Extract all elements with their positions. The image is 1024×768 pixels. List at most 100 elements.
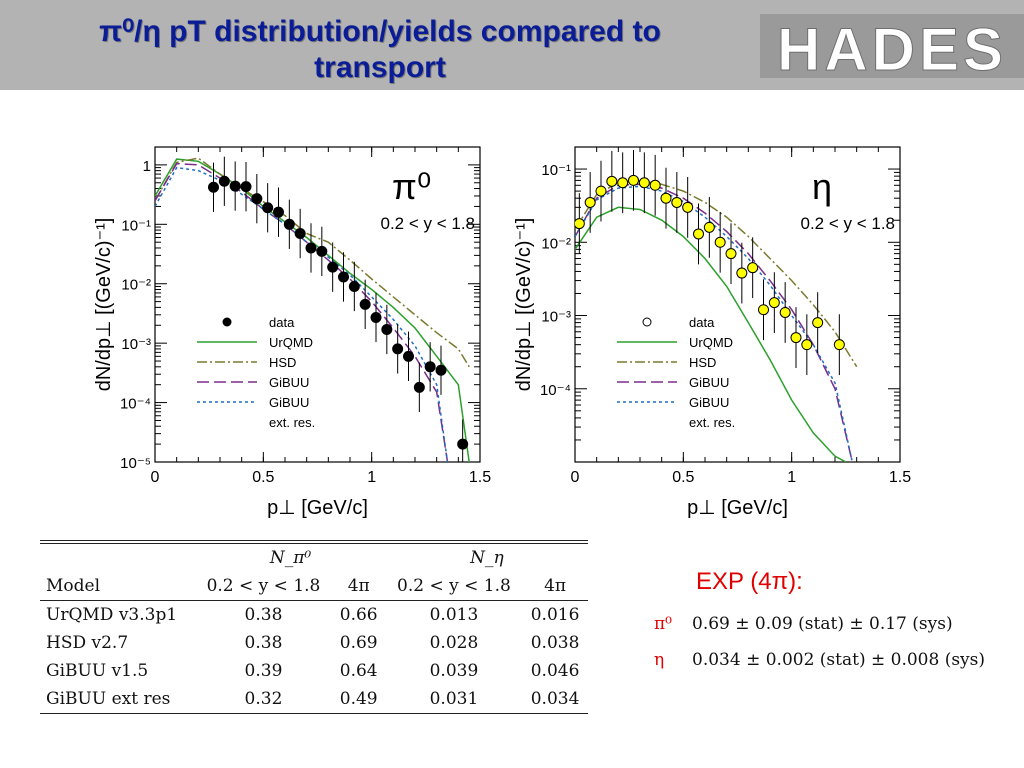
exp-pi0-symbol: π⁰ [654, 614, 672, 634]
x-axis-label: p⊥ [GeV/c] [687, 497, 788, 519]
series-line-gibuu [155, 162, 449, 462]
exp-eta-symbol: η [654, 650, 665, 670]
panel-label: π⁰ [392, 166, 431, 207]
eta-pt-chart: 0 0.5 1 1.5 10⁻⁴ 10⁻³ 10⁻² 10⁻¹ p⊥ [GeV/c] dN/dp⊥… [513, 146, 911, 519]
data-point [218, 175, 230, 187]
data-point [294, 228, 306, 240]
series-line-gibuu-ext-res- [575, 185, 854, 462]
table-cell: 0.028 [429, 633, 479, 653]
table-cell: UrQMD v3.3p1 [46, 605, 178, 625]
series-line-urqmd [155, 158, 470, 462]
data-point [812, 317, 824, 329]
data-point [424, 361, 436, 373]
exp-row-pi0: π⁰ 0.69 ± 0.09 (stat) ± 0.17 (sys) [654, 614, 953, 634]
data-point [327, 261, 339, 273]
group-header-pi0: N_π⁰ [269, 548, 312, 568]
data-point [703, 221, 715, 233]
legend-marker-data [222, 317, 232, 327]
y-tick-label: 10⁻¹ [541, 162, 571, 179]
table-cell: 0.016 [530, 605, 580, 625]
col-header-pi0-4pi: 4π [347, 576, 370, 596]
y-axis-label: dN/dp⊥ [(GeV/c)⁻¹] [93, 218, 115, 392]
col-header-eta-4pi: 4π [544, 576, 567, 596]
legend-label: GiBUU [689, 375, 729, 390]
series-line-urqmd [575, 206, 847, 462]
x-tick-label: 1 [787, 469, 796, 486]
table-cell: 0.32 [244, 689, 283, 709]
slide-title: π⁰/η pT distribution/yields compared to … [0, 14, 760, 86]
data-point [381, 323, 393, 335]
y-tick-label: 10⁻³ [541, 309, 571, 326]
table-cell: 0.49 [339, 689, 378, 709]
legend-marker-data [642, 317, 652, 327]
col-header-model: Model [46, 576, 101, 596]
rapidity-cut-label: 0.2 < y < 1.8 [800, 214, 895, 233]
y-tick-label: 10⁻³ [121, 336, 151, 353]
table-cell: HSD v2.7 [46, 633, 129, 653]
exp-pi0-value: 0.69 ± 0.09 (stat) ± 0.17 (sys) [692, 614, 953, 634]
data-point [649, 179, 661, 191]
data-point [617, 177, 629, 189]
data-point [403, 350, 414, 362]
table-cell: GiBUU v1.5 [46, 661, 149, 681]
yield-table-wrapper: N_π⁰ N_η Model 0.2 < y < 1.8 4π 0.2 < y … [40, 540, 588, 736]
plot-frame [154, 146, 481, 463]
data-point [833, 339, 845, 351]
data-point [457, 438, 469, 450]
table-cell: 0.38 [244, 633, 283, 653]
data-point [693, 228, 704, 240]
x-tick-label: 0 [571, 469, 580, 486]
data-point [714, 236, 726, 248]
data-point [801, 339, 813, 351]
group-header-eta: N_η [470, 548, 504, 568]
data-point [262, 202, 274, 214]
data-point [370, 312, 382, 324]
legend-label: GiBUU [269, 395, 309, 410]
table-row: UrQMD v3.3p1 0.38 0.66 0.013 0.016 [40, 601, 588, 630]
data-point [736, 267, 748, 279]
plot-area [575, 149, 858, 462]
legend-label: ext. res. [269, 415, 315, 430]
table-cell: 0.38 [244, 605, 283, 625]
y-tick-label: 10⁻² [121, 277, 151, 294]
data-point [682, 201, 694, 213]
y-tick-label: 10⁻¹ [121, 217, 151, 234]
data-point [208, 181, 219, 193]
data-point [240, 181, 252, 193]
x-tick-label: 1 [367, 469, 376, 486]
legend-label: UrQMD [269, 335, 313, 350]
data-point [768, 297, 780, 309]
data-point [392, 343, 404, 355]
plot-frame [574, 146, 901, 463]
data-point [790, 332, 802, 344]
x-tick-label: 1.5 [469, 469, 491, 486]
rapidity-cut-label: 0.2 < y < 1.8 [380, 214, 475, 233]
legend-label: data [269, 315, 295, 330]
data-point [725, 248, 737, 260]
table-row: HSD v2.7 0.38 0.69 0.028 0.038 [40, 629, 588, 657]
col-header-pi0-window: 0.2 < y < 1.8 [206, 576, 321, 596]
data-point [758, 304, 769, 316]
hades-logo: HADES [760, 14, 1024, 78]
data-point [305, 242, 317, 254]
table-cell: 0.66 [339, 605, 378, 625]
hades-logo-text: HADES [777, 16, 1007, 78]
data-point [273, 206, 284, 218]
exp-eta-value: 0.034 ± 0.002 (stat) ± 0.008 (sys) [692, 650, 986, 670]
data-point [584, 196, 596, 208]
col-header-eta-window: 0.2 < y < 1.8 [397, 576, 511, 596]
x-tick-label: 0.5 [672, 469, 694, 486]
y-tick-label: 10⁻⁴ [540, 382, 571, 399]
table-cell: 0.031 [429, 689, 479, 709]
yield-table: N_π⁰ N_η Model 0.2 < y < 1.8 4π 0.2 < y … [40, 544, 588, 714]
data-point [338, 271, 349, 283]
x-tick-label: 0 [151, 469, 160, 486]
data-point [638, 177, 650, 189]
slide-title-line2: transport [314, 51, 446, 84]
legend-label: GiBUU [269, 375, 309, 390]
plot-area [155, 156, 470, 462]
data-point [359, 298, 371, 310]
y-tick-label: 1 [143, 158, 151, 175]
x-tick-label: 1.5 [889, 469, 911, 486]
data-point [283, 218, 295, 230]
